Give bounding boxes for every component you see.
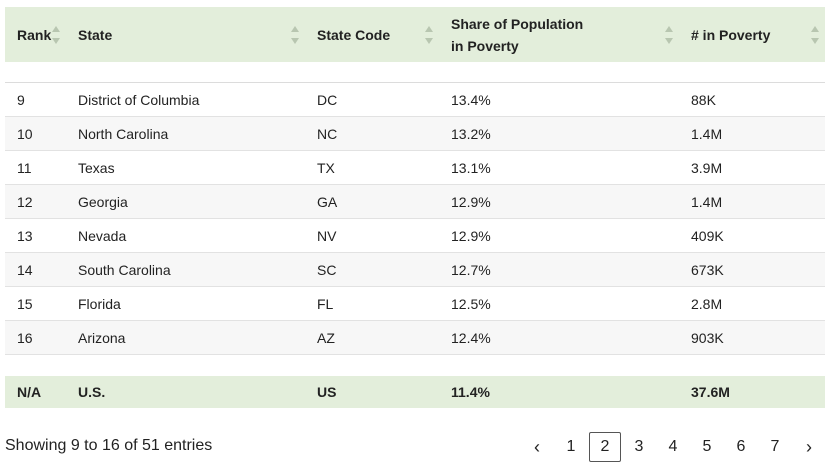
cell-state-code: SC <box>317 261 337 278</box>
cell-state: Arizona <box>78 329 126 346</box>
table-row: 13 Nevada NV 12.9% 409K <box>5 219 825 253</box>
sort-arrows-icon <box>291 25 299 44</box>
sort-arrows-icon <box>425 25 433 44</box>
total-state: U.S. <box>78 384 106 400</box>
cell-state-code: NV <box>317 227 337 244</box>
cell-count: 1.4M <box>691 125 723 142</box>
table-row: 16 Arizona AZ 12.4% 903K <box>5 321 825 355</box>
cell-state-code: GA <box>317 193 338 210</box>
page-button-2[interactable]: 2 <box>589 432 621 462</box>
table-spacer <box>5 355 825 376</box>
cell-count: 903K <box>691 329 724 346</box>
cell-state-code: FL <box>317 295 334 312</box>
table-header: Rank State State Code Share of Populatio… <box>5 7 825 62</box>
prev-page-button[interactable]: ‹ <box>534 436 540 457</box>
cell-count: 673K <box>691 261 724 278</box>
cell-state-code: DC <box>317 91 338 108</box>
table-row: 14 South Carolina SC 12.7% 673K <box>5 253 825 287</box>
cell-rank: 13 <box>17 227 33 244</box>
total-code: US <box>317 384 337 400</box>
cell-rank: 11 <box>17 159 32 176</box>
column-header-count[interactable]: # in Poverty <box>679 7 825 62</box>
cell-state-code: NC <box>317 125 338 142</box>
cell-state: Nevada <box>78 227 127 244</box>
cell-rank: 14 <box>17 261 33 278</box>
column-label: # in Poverty <box>691 26 771 43</box>
cell-count: 2.8M <box>691 295 723 312</box>
table-row: 11 Texas TX 13.1% 3.9M <box>5 151 825 185</box>
cell-state: Georgia <box>78 193 128 210</box>
column-label: State <box>78 26 113 43</box>
entries-info: Showing 9 to 16 of 51 entries <box>5 437 213 454</box>
page-button-1[interactable]: 1 <box>566 438 576 455</box>
cell-state-code: TX <box>317 159 335 176</box>
cell-share: 12.9% <box>451 227 491 244</box>
page-button-4[interactable]: 4 <box>668 438 678 455</box>
column-label: Rank <box>17 26 52 43</box>
cell-state: South Carolina <box>78 261 171 278</box>
cell-share: 12.7% <box>451 261 491 278</box>
cell-count: 3.9M <box>691 159 723 176</box>
column-label: Share of Population in Poverty <box>451 15 584 54</box>
total-share: 11.4% <box>451 384 490 400</box>
total-count: 37.6M <box>691 384 730 400</box>
column-header-rank[interactable]: Rank <box>5 7 66 62</box>
cell-rank: 16 <box>17 329 33 346</box>
cell-share: 12.9% <box>451 193 491 210</box>
column-header-share[interactable]: Share of Population in Poverty <box>439 7 679 62</box>
page-button-6[interactable]: 6 <box>736 438 746 455</box>
cell-share: 12.4% <box>451 329 491 346</box>
page-button-5[interactable]: 5 <box>702 438 712 455</box>
cell-share: 13.1% <box>451 159 491 176</box>
cell-count: 88K <box>691 91 716 108</box>
cell-share: 13.2% <box>451 125 491 142</box>
page-button-7[interactable]: 7 <box>770 438 780 455</box>
table-row: 12 Georgia GA 12.9% 1.4M <box>5 185 825 219</box>
cell-state-code: AZ <box>317 329 335 346</box>
cell-rank: 9 <box>17 91 25 108</box>
column-header-state[interactable]: State <box>66 7 305 62</box>
next-page-button[interactable]: › <box>806 436 812 457</box>
cell-count: 409K <box>691 227 724 244</box>
total-rank: N/A <box>17 384 42 400</box>
column-header-state-code[interactable]: State Code <box>305 7 439 62</box>
table-body: 9 District of Columbia DC 13.4% 88K 10 North C… <box>5 83 825 355</box>
cell-state: North Carolina <box>78 125 169 142</box>
sort-arrows-icon <box>52 25 60 44</box>
cell-rank: 15 <box>17 295 33 312</box>
cell-rank: 12 <box>17 193 33 210</box>
total-row: N/A U.S. US 11.4% 37.6M <box>5 376 825 408</box>
cell-rank: 10 <box>17 125 33 142</box>
cell-state: Texas <box>78 159 115 176</box>
cell-count: 1.4M <box>691 193 723 210</box>
table-row: 9 District of Columbia DC 13.4% 88K <box>5 83 825 117</box>
page-button-3[interactable]: 3 <box>634 438 644 455</box>
table-row: 15 Florida FL 12.5% 2.8M <box>5 287 825 321</box>
sort-arrows-icon <box>665 25 673 44</box>
cell-state: Florida <box>78 295 121 312</box>
table-row: 10 North Carolina NC 13.2% 1.4M <box>5 117 825 151</box>
table-spacer <box>5 62 825 83</box>
poverty-table: Rank State State Code Share of Populatio… <box>5 7 825 408</box>
sort-arrows-icon <box>811 25 819 44</box>
cell-share: 13.4% <box>451 91 491 108</box>
column-label: State Code <box>317 26 391 43</box>
cell-state: District of Columbia <box>78 91 200 108</box>
cell-share: 12.5% <box>451 295 491 312</box>
